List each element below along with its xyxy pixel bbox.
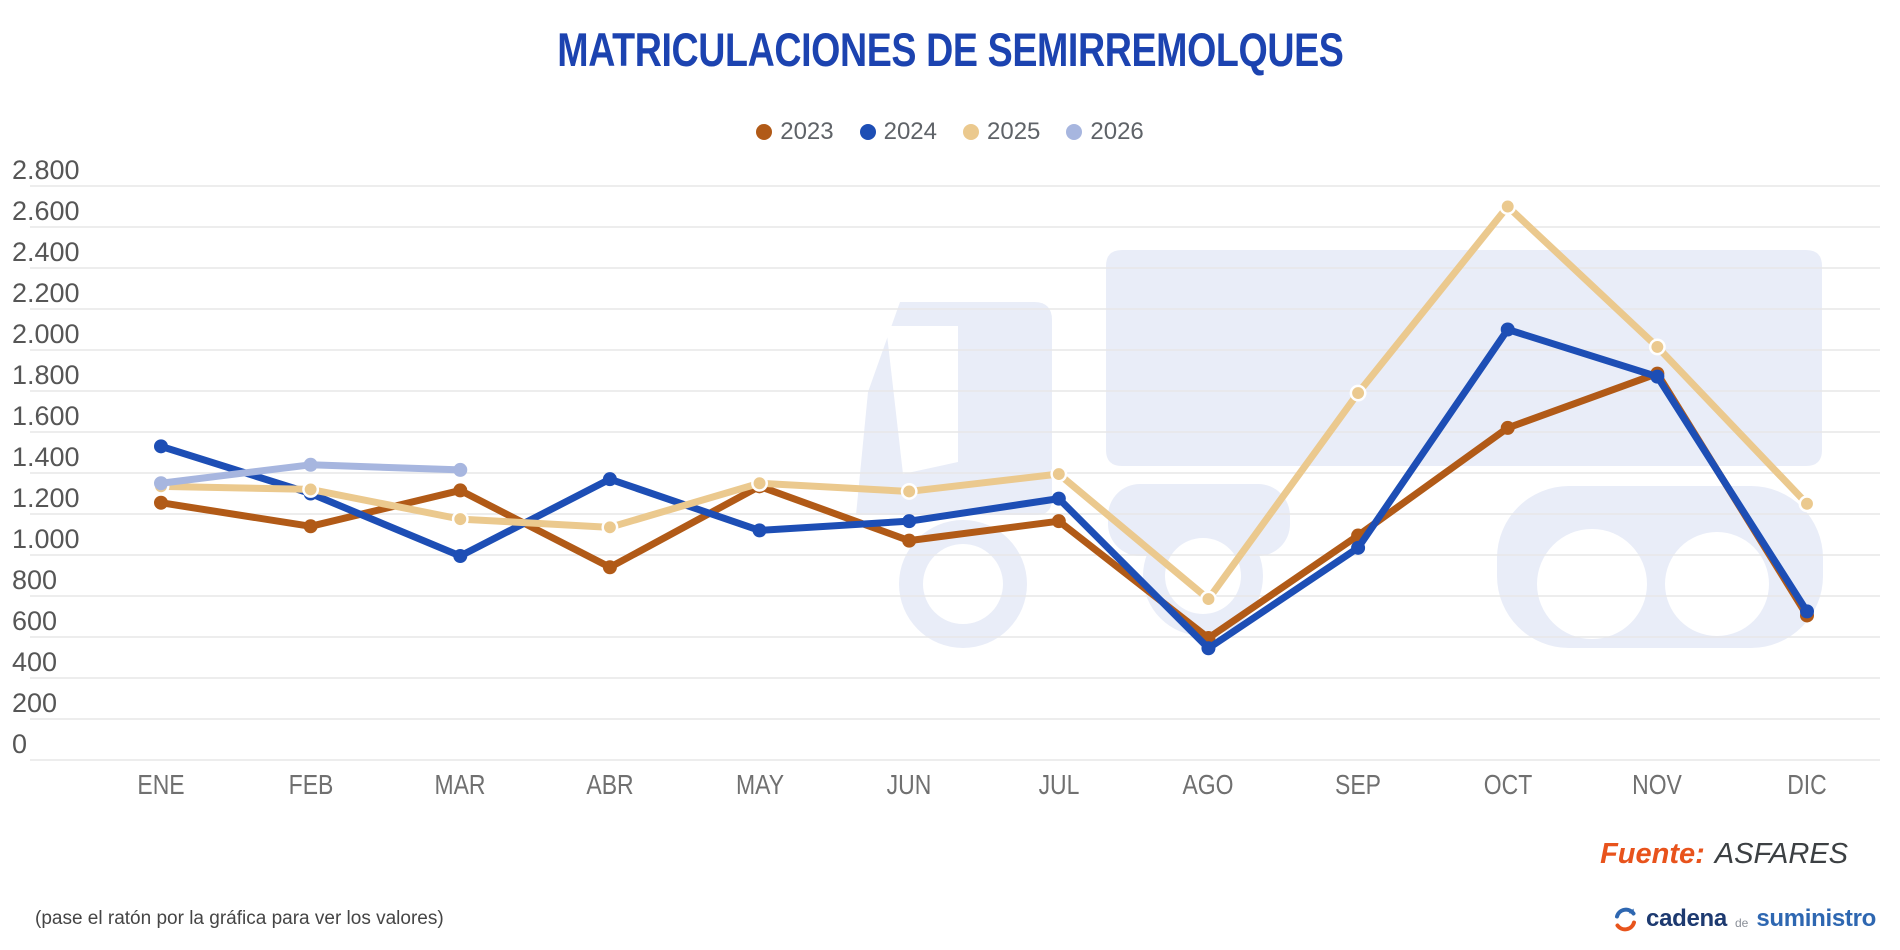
x-axis-label-mar: MAR bbox=[434, 769, 486, 800]
legend-label: 2025 bbox=[987, 118, 1041, 145]
data-point-2023[interactable] bbox=[453, 483, 468, 498]
y-axis-label: 400 bbox=[12, 647, 58, 677]
cadena-de-suministro-logo[interactable]: cadena de suministro bbox=[1612, 905, 1876, 933]
data-point-2023[interactable] bbox=[902, 533, 917, 548]
gridlines bbox=[30, 185, 1880, 761]
data-point-2026[interactable] bbox=[154, 476, 168, 491]
data-point-2026[interactable] bbox=[453, 462, 468, 477]
hover-hint-text: (pase el ratón por la gráfica para ver l… bbox=[35, 908, 444, 929]
data-point-2023[interactable] bbox=[1500, 420, 1515, 435]
y-axis-label: 200 bbox=[12, 688, 58, 718]
data-point-2023[interactable] bbox=[154, 495, 168, 510]
circular-arrows-icon bbox=[1615, 907, 1637, 931]
data-point-2024[interactable] bbox=[1799, 604, 1814, 619]
data-point-2025[interactable] bbox=[451, 510, 469, 528]
y-axis-label: 1.600 bbox=[12, 401, 80, 431]
data-point-2025[interactable] bbox=[1648, 338, 1666, 356]
legend-label: 2026 bbox=[1090, 118, 1144, 145]
data-point-2024[interactable] bbox=[752, 523, 767, 538]
data-point-2025[interactable] bbox=[751, 474, 768, 492]
legend-dot-icon bbox=[963, 124, 979, 140]
series-line-2023 bbox=[157, 370, 1811, 642]
y-axis-label: 800 bbox=[12, 565, 58, 595]
page-title: MATRICULACIONES DE SEMIRREMOLQUES bbox=[556, 23, 1344, 76]
y-axis-label: 1.800 bbox=[12, 360, 80, 390]
logo-text-suministro: suministro bbox=[1756, 905, 1876, 932]
y-axis-label: 1.200 bbox=[12, 483, 80, 513]
x-axis-label-may: MAY bbox=[735, 769, 784, 800]
data-point-2025[interactable] bbox=[1050, 465, 1068, 483]
data-point-2023[interactable] bbox=[303, 519, 318, 534]
data-point-2024[interactable] bbox=[1051, 491, 1066, 506]
x-axis-label-dic: DIC bbox=[1787, 769, 1827, 800]
source-name: ASFARES bbox=[1714, 838, 1848, 870]
source-credit: Fuente: ASFARES bbox=[1600, 838, 1848, 871]
legend-label: 2023 bbox=[780, 118, 834, 145]
legend-dot-icon bbox=[1066, 124, 1083, 140]
x-axis-label-abr: ABR bbox=[586, 769, 634, 800]
data-point-2025[interactable] bbox=[1349, 384, 1367, 402]
legend-item-2023: 2023 bbox=[756, 118, 834, 146]
legend-dot-icon bbox=[859, 124, 876, 140]
x-axis-label-ago: AGO bbox=[1182, 769, 1234, 800]
data-point-2025[interactable] bbox=[900, 483, 918, 500]
y-axis-label: 2.600 bbox=[12, 196, 80, 226]
data-point-2025[interactable] bbox=[1200, 590, 1217, 608]
y-axis-label: 2.200 bbox=[12, 278, 80, 308]
data-point-2025[interactable] bbox=[1798, 495, 1816, 513]
data-point-2024[interactable] bbox=[1500, 322, 1515, 337]
y-axis-label: 2.800 bbox=[12, 155, 80, 185]
data-point-2023[interactable] bbox=[602, 560, 617, 575]
data-point-2024[interactable] bbox=[602, 472, 617, 487]
y-axis-label: 2.000 bbox=[12, 319, 80, 349]
x-axis-label-feb: FEB bbox=[288, 769, 333, 800]
data-point-2025[interactable] bbox=[302, 480, 320, 498]
data-point-2024[interactable] bbox=[154, 439, 168, 454]
x-axis-label-jul: JUL bbox=[1038, 769, 1080, 800]
x-axis-label-ene: ENE bbox=[137, 769, 185, 800]
data-point-2025[interactable] bbox=[601, 518, 619, 536]
truck-watermark-icon bbox=[856, 250, 1823, 648]
legend-label: 2024 bbox=[883, 118, 937, 145]
x-axis-label-jun: JUN bbox=[886, 769, 932, 800]
data-point-2024[interactable] bbox=[1351, 540, 1366, 555]
data-point-2024[interactable] bbox=[1201, 641, 1216, 656]
data-point-2024[interactable] bbox=[1650, 369, 1665, 384]
y-axis-label: 0 bbox=[12, 729, 28, 759]
logo-text-cadena: cadena bbox=[1646, 905, 1727, 932]
data-point-2023[interactable] bbox=[1051, 514, 1066, 529]
x-axis-label-oct: OCT bbox=[1483, 769, 1532, 800]
series-line-2024 bbox=[157, 326, 1811, 652]
data-point-2024[interactable] bbox=[453, 549, 468, 564]
y-axis-label: 2.400 bbox=[12, 237, 80, 267]
data-point-2025[interactable] bbox=[1499, 198, 1517, 215]
legend-dot-icon bbox=[756, 124, 773, 140]
legend-item-2024: 2024 bbox=[859, 118, 937, 146]
x-axis-label-nov: NOV bbox=[1632, 769, 1683, 800]
data-point-2024[interactable] bbox=[902, 514, 917, 529]
x-axis-label-sep: SEP bbox=[1335, 769, 1382, 800]
logo-text-de: de bbox=[1734, 916, 1749, 930]
y-axis-label: 600 bbox=[12, 606, 58, 636]
legend-item-2026: 2026 bbox=[1066, 118, 1144, 146]
legend-item-2025: 2025 bbox=[963, 118, 1040, 146]
series-line-2025 bbox=[157, 203, 1811, 603]
chart-series bbox=[152, 198, 1816, 656]
source-prefix: Fuente: bbox=[1600, 838, 1705, 870]
y-axis-label: 1.000 bbox=[12, 524, 80, 554]
y-axis-label: 1.400 bbox=[12, 442, 80, 472]
chart-legend: 2023 2024 2025 2026 bbox=[0, 118, 1900, 146]
data-point-2026[interactable] bbox=[303, 457, 318, 472]
